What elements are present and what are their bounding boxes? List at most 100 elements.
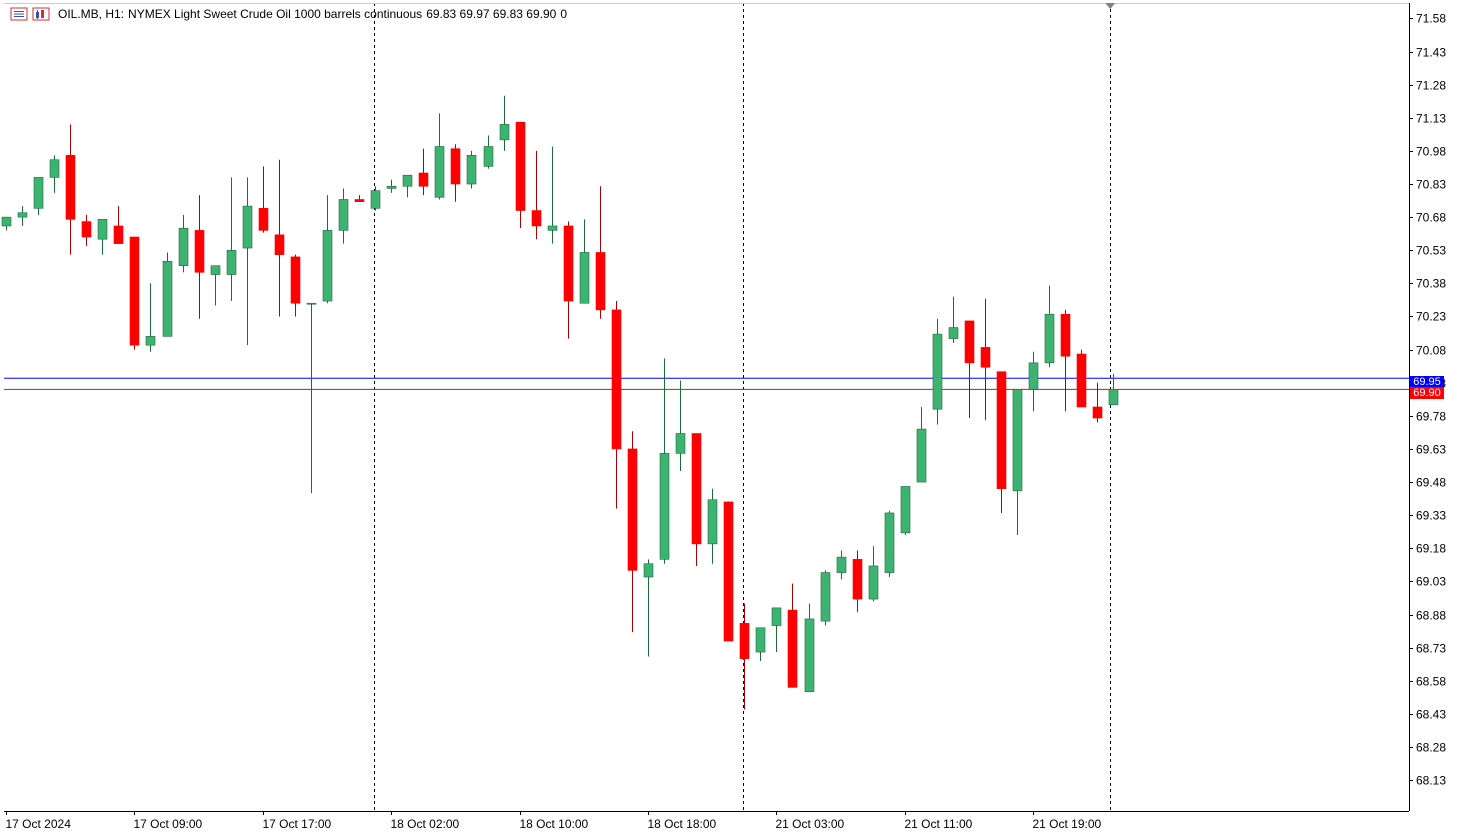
y-tick-label: 69.03 [1416,575,1446,589]
candle [162,252,173,337]
chart-icon[interactable] [32,7,50,21]
x-tick-label: 18 Oct 02:00 [391,817,460,831]
candle [611,301,622,509]
candle-body [787,609,798,688]
candle [322,195,333,304]
candle-body [178,227,189,267]
candle-body [402,174,413,187]
candle [145,283,156,352]
candle [884,510,895,577]
y-tick-label: 70.68 [1416,211,1446,225]
candle [547,146,558,244]
candle [820,570,831,626]
candle [418,148,429,196]
candle [836,550,847,580]
candle [338,188,349,244]
candle [226,177,237,302]
candle-body [996,371,1007,489]
candle-body [1044,313,1055,364]
candle [755,627,766,661]
candle-body [563,225,574,302]
candle-body [210,265,221,275]
candle [1044,285,1055,368]
candle [290,254,301,317]
candle [113,206,124,244]
x-tick-label: 18 Oct 18:00 [648,817,717,831]
candle [659,358,670,564]
candle [1060,309,1071,412]
candle [723,501,734,642]
candle [49,155,60,193]
candle [210,265,221,306]
candle-body [65,155,76,220]
candle [691,433,702,566]
candle [33,177,44,215]
candle-body [1092,406,1103,419]
candle [787,583,798,688]
candle-body [145,336,156,346]
candle [466,150,477,189]
candle-body [466,155,477,185]
candle-body [17,212,28,218]
candle-body [113,225,124,244]
candle-body [258,208,269,231]
candle [1012,389,1023,536]
candle-body [81,221,92,238]
candle-body [49,159,60,178]
y-tick-label: 70.83 [1416,178,1446,192]
candle-body [611,309,622,450]
candle-body [162,260,173,337]
candle-body [434,146,445,198]
candle-body [129,236,140,346]
candle-body [1060,313,1071,357]
candle [17,206,28,226]
x-tick-label: 18 Oct 10:00 [520,817,589,831]
candle [354,195,365,202]
candle [1,216,12,231]
y-tick-label: 68.58 [1416,675,1446,689]
candle-body [386,185,397,189]
candle [563,221,574,339]
symbol-label: OIL.MB, H1: [58,7,125,21]
candle [595,186,606,319]
x-tick-label: 17 Oct 17:00 [263,817,332,831]
candle-body [595,252,606,311]
candle [274,159,285,317]
candles [1,95,1119,710]
candle [804,603,815,693]
candle [996,371,1007,513]
candle [771,607,782,653]
candle-body [1012,389,1023,492]
candle [81,214,92,246]
y-tick-label: 70.23 [1416,310,1446,324]
bid-price-tag: 69.90 [1410,387,1444,399]
y-tick-label: 71.28 [1416,79,1446,93]
y-tick-label: 70.38 [1416,277,1446,291]
candle [499,95,510,151]
y-tick-label: 71.58 [1416,12,1446,26]
candle [932,318,943,425]
candle-body [274,234,285,255]
candle-body [370,190,381,209]
candle-body [338,199,349,231]
candle-body [643,563,654,578]
x-tick-label: 21 Oct 03:00 [776,817,845,831]
axes [4,3,1410,812]
candle-body [499,124,510,141]
candle-body [852,559,863,600]
candle [627,431,638,633]
candle [178,214,189,273]
candle [194,195,205,319]
candle-body [659,453,670,560]
x-tick-label: 17 Oct 2024 [6,817,72,831]
x-tick-label: 21 Oct 19:00 [1033,817,1102,831]
candle-body [836,556,847,573]
candle [1092,382,1103,423]
candle [1076,349,1087,408]
y-tick-label: 69.48 [1416,476,1446,490]
list-icon[interactable] [10,7,28,21]
candle [370,186,381,211]
candle-body [980,347,991,368]
candle-body [739,623,750,659]
